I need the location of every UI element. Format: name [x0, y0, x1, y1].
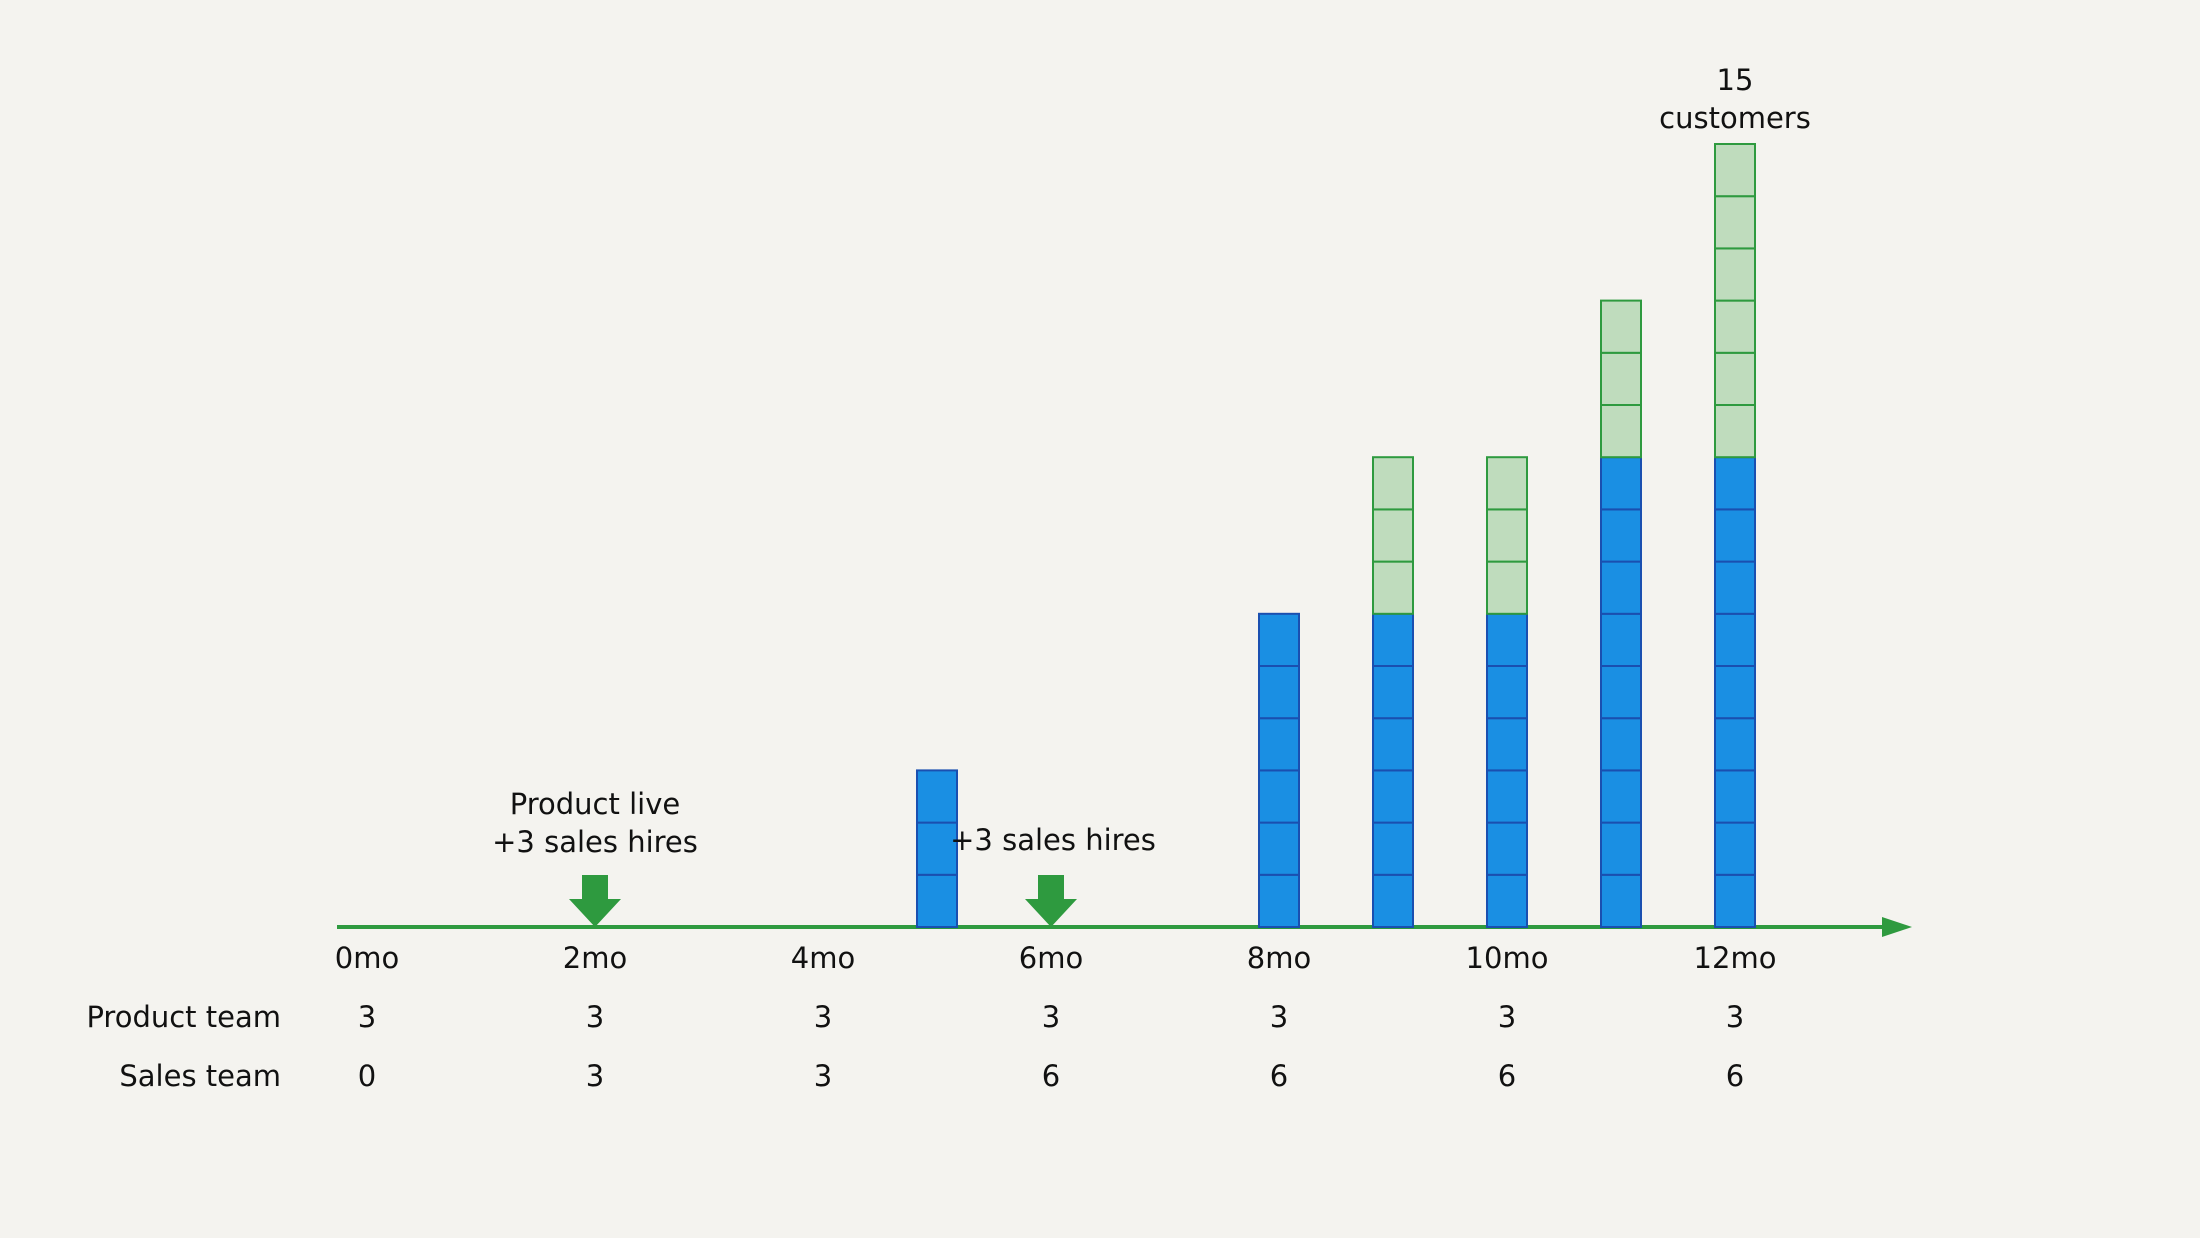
table-cell-r0-c4: 3 [1270, 1000, 1288, 1034]
annotation-2-line-1: customers [1659, 101, 1811, 135]
blue-block-m11-5 [1600, 612, 1642, 667]
x-tick-label-2mo: 2mo [563, 941, 627, 975]
down-arrow-icon-0 [569, 875, 621, 927]
blue-block-m12-2 [1714, 769, 1756, 824]
table-cell-r0-c6: 3 [1726, 1000, 1744, 1034]
annotation-0-line-0: Product live [510, 787, 680, 821]
green-block-m12-5 [1714, 143, 1756, 198]
blue-block-m11-3 [1600, 717, 1642, 772]
blue-block-m11-8 [1600, 456, 1642, 511]
table-cell-r0-c0: 3 [358, 1000, 376, 1034]
x-tick-label-8mo: 8mo [1247, 941, 1311, 975]
blue-block-m8-2 [1258, 769, 1300, 824]
green-block-m12-3 [1714, 247, 1756, 302]
table-cell-r1-c3: 6 [1042, 1059, 1060, 1093]
down-arrow-icon-1 [1025, 875, 1077, 927]
x-tick-label-6mo: 6mo [1019, 941, 1083, 975]
blue-block-m9-5 [1372, 612, 1414, 667]
x-tick-label-10mo: 10mo [1466, 941, 1549, 975]
x-tick-label-12mo: 12mo [1694, 941, 1777, 975]
blue-block-m12-3 [1714, 717, 1756, 772]
blue-block-m8-5 [1258, 612, 1300, 667]
green-block-m9-0 [1372, 560, 1414, 615]
table-cell-r1-c5: 6 [1498, 1059, 1516, 1093]
table-cell-r1-c0: 0 [358, 1059, 376, 1093]
blue-block-m10-4 [1486, 665, 1528, 720]
green-block-m11-0 [1600, 404, 1642, 459]
blue-block-m11-6 [1600, 560, 1642, 615]
blue-block-m8-4 [1258, 665, 1300, 720]
x-tick-label-0mo: 0mo [335, 941, 399, 975]
table-cell-r0-c2: 3 [814, 1000, 832, 1034]
green-block-m12-4 [1714, 195, 1756, 250]
green-block-m10-2 [1486, 456, 1528, 511]
blue-block-m10-2 [1486, 769, 1528, 824]
blue-block-m8-1 [1258, 821, 1300, 876]
blue-block-m10-3 [1486, 717, 1528, 772]
green-block-m10-0 [1486, 560, 1528, 615]
blue-block-m12-8 [1714, 456, 1756, 511]
blue-block-m10-0 [1486, 873, 1528, 928]
green-block-m10-1 [1486, 508, 1528, 563]
table-cell-r0-c3: 3 [1042, 1000, 1060, 1034]
green-block-m12-2 [1714, 299, 1756, 354]
blue-block-m12-5 [1714, 612, 1756, 667]
blue-block-m9-3 [1372, 717, 1414, 772]
blue-block-m11-4 [1600, 665, 1642, 720]
annotation-0-line-1: +3 sales hires [492, 825, 698, 859]
blue-block-m5-0 [916, 873, 958, 928]
green-block-m12-0 [1714, 404, 1756, 459]
blue-block-m11-7 [1600, 508, 1642, 563]
blue-block-m9-2 [1372, 769, 1414, 824]
blue-block-m11-0 [1600, 873, 1642, 928]
x-tick-label-4mo: 4mo [791, 941, 855, 975]
annotation-1-line-0: +3 sales hires [950, 823, 1156, 857]
blue-block-m5-2 [916, 769, 958, 824]
green-block-m9-2 [1372, 456, 1414, 511]
blue-block-m8-0 [1258, 873, 1300, 928]
blue-block-m12-4 [1714, 665, 1756, 720]
x-axis-arrowhead [1882, 917, 1912, 937]
table-cell-r1-c2: 3 [814, 1059, 832, 1093]
green-block-m12-1 [1714, 351, 1756, 406]
blue-block-m11-1 [1600, 821, 1642, 876]
blue-block-m5-1 [916, 821, 958, 876]
table-cell-r1-c4: 6 [1270, 1059, 1288, 1093]
blue-block-m10-5 [1486, 612, 1528, 667]
table-cell-r0-c1: 3 [586, 1000, 604, 1034]
green-block-m9-1 [1372, 508, 1414, 563]
blue-block-m9-4 [1372, 665, 1414, 720]
table-cell-r0-c5: 3 [1498, 1000, 1516, 1034]
blue-block-m12-1 [1714, 821, 1756, 876]
blue-block-m12-6 [1714, 560, 1756, 615]
blue-block-m9-0 [1372, 873, 1414, 928]
blue-block-m12-0 [1714, 873, 1756, 928]
blue-block-m11-2 [1600, 769, 1642, 824]
blue-block-m12-7 [1714, 508, 1756, 563]
blue-block-m9-1 [1372, 821, 1414, 876]
table-cell-r1-c1: 3 [586, 1059, 604, 1093]
annotation-2-line-0: 15 [1717, 63, 1754, 97]
table-row-label-1: Sales team [119, 1059, 281, 1093]
blue-block-m10-1 [1486, 821, 1528, 876]
table-row-label-0: Product team [86, 1000, 281, 1034]
green-block-m11-1 [1600, 351, 1642, 406]
table-cell-r1-c6: 6 [1726, 1059, 1744, 1093]
green-block-m11-2 [1600, 299, 1642, 354]
blue-block-m8-3 [1258, 717, 1300, 772]
